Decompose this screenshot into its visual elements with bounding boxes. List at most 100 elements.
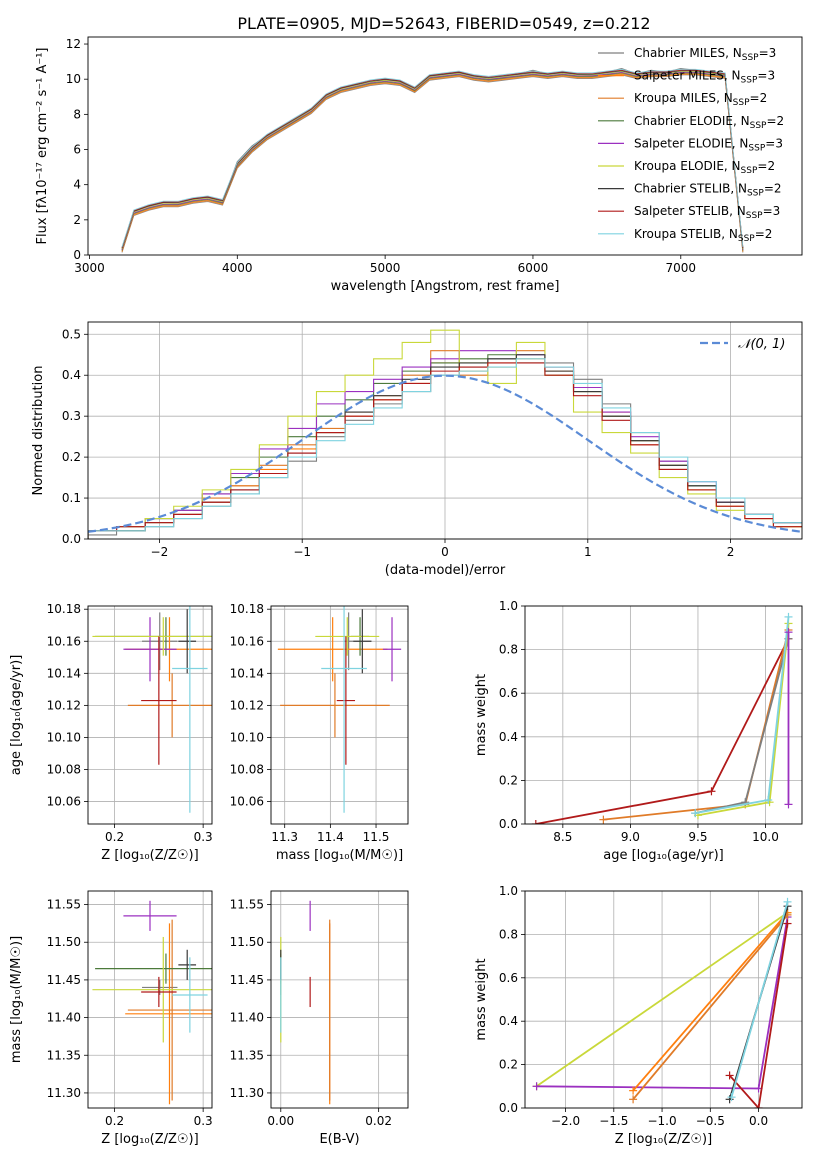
- ebv-mass-xlabel: E(B-V): [319, 1132, 359, 1147]
- spectrum-ytick-label: 0: [73, 248, 81, 262]
- age-weight-ytick-label: 1.0: [499, 599, 518, 613]
- z-weight-ytick-label: 0.8: [499, 927, 518, 941]
- age-weight-xtick-label: 10.0: [752, 830, 779, 844]
- errorbar-point: [142, 612, 178, 671]
- ebv-mass-frame: [270, 890, 409, 1109]
- age-weight-xlabel: age [log₁₀(age/yr)]: [603, 848, 724, 863]
- legend-entry-ssp: SSP: [747, 189, 764, 199]
- z-weight-panel: −2.0 −1.5 −1.0 −0.5 0.0 0.0 0.2 0.4 0.6 0.8 1.0 Z […: [474, 884, 803, 1147]
- legend-entry-nssp: 2: [777, 114, 785, 128]
- errorbar-point: [127, 673, 212, 738]
- residual-hist-ytick-label: 0.1: [62, 491, 81, 505]
- histogram-series: [88, 358, 802, 539]
- spectrum-ytick-label: 12: [66, 37, 81, 51]
- histogram-series: [88, 329, 802, 539]
- errorbar-point: [353, 609, 372, 674]
- z-age-xlabel: Z [log₁₀(Z/Z☉)]: [101, 848, 198, 863]
- weight-line: [535, 638, 790, 824]
- legend-entry-ssp: SSP: [742, 53, 759, 63]
- ebv-mass-grid: [271, 891, 408, 1108]
- legend-entry-ssp: SSP: [733, 98, 750, 108]
- residual-hist-ytick-label: 0.4: [62, 368, 81, 382]
- z-mass-ytick-label: 11.30: [47, 1086, 81, 1100]
- spectrum-xlabel: wavelength [Angstrom, rest frame]: [331, 279, 560, 294]
- z-mass-ytick-label: 11.40: [47, 1011, 81, 1025]
- legend-entry-eq: =: [759, 46, 769, 60]
- z-mass-ytick-label: 11.45: [47, 973, 81, 987]
- age-weight-panel: 8.5 9.0 9.5 10.0 0.0 0.2 0.4 0.6 0.8 1.0 age [log₁…: [474, 599, 803, 863]
- spectrum-ylabel: Flux [fλ10⁻¹⁷ erg cm⁻² s⁻¹ A⁻¹]: [35, 48, 50, 245]
- legend-entry-ssp: SSP: [750, 121, 767, 131]
- residual-hist-xtick-label: 1: [584, 545, 592, 559]
- legend-entry-nssp: 2: [774, 182, 782, 196]
- spectrum-panel: 3000 4000 5000 6000 7000 0 2 4 6 8 10 12 wavelength …: [35, 36, 803, 294]
- z-mass-frame: [87, 890, 213, 1109]
- z-mass-ytick-label: 11.35: [47, 1048, 81, 1062]
- legend-entry-eq: =: [766, 114, 776, 128]
- age-weight-xtick-label: 8.5: [553, 830, 572, 844]
- age-weight-xtick-label: 9.5: [688, 830, 707, 844]
- z-weight-xtick-label: −0.5: [696, 1114, 725, 1128]
- legend-entry: Kroupa STELIB, NSSP=2: [634, 227, 772, 244]
- spectrum-model-line: [121, 73, 744, 252]
- z-age-ytick-label: 10.06: [47, 795, 81, 809]
- legend-entry-eq: =: [750, 91, 760, 105]
- ebv-mass-ytick-label: 11.35: [230, 1048, 264, 1062]
- errorbar-point: [178, 609, 197, 674]
- residual-hist-xlabel: (data-model)/error: [385, 563, 506, 578]
- age-weight-plot-area: [531, 612, 793, 824]
- z-weight-ytick-label: 1.0: [499, 884, 518, 898]
- errorbar-point: [178, 949, 197, 980]
- ebv-mass-xtick-label: 0.02: [365, 1114, 392, 1128]
- age-weight-ytick-label: 0.6: [499, 686, 518, 700]
- z-weight-ytick-label: 0.2: [499, 1058, 518, 1072]
- spectrum-xtick-label: 5000: [370, 261, 401, 275]
- legend-entry-name: Chabrier STELIB: [634, 182, 730, 196]
- z-mass-xtick-label: 0.2: [105, 1114, 124, 1128]
- weight-line: [603, 629, 790, 821]
- mass-age-ytick-label: 10.06: [230, 795, 264, 809]
- residual-hist-xtick-label: −1: [293, 545, 311, 559]
- spectrum-model-line: [121, 69, 744, 248]
- errorbar-point: [92, 617, 212, 656]
- legend-entry: Chabrier STELIB, NSSP=2: [634, 182, 782, 199]
- legend-entry-eq: =: [763, 204, 773, 218]
- legend-entry: Chabrier MILES, NSSP=3: [634, 46, 776, 63]
- ebv-mass-ytick-label: 11.55: [230, 898, 264, 912]
- legend-entry-ssp: SSP: [738, 234, 755, 244]
- gaussian-legend-label: 𝒩(0, 1): [738, 337, 785, 352]
- legend-entry-n: , N: [716, 91, 733, 105]
- ebv-mass-panel: 0.00 0.02 11.30 11.35 11.40 11.45 11.50 11.55 E(…: [230, 890, 409, 1147]
- legend-entry-eq: =: [757, 69, 767, 83]
- spectrum-xtick-label: 7000: [666, 261, 697, 275]
- legend-entry-name: Kroupa STELIB: [634, 227, 721, 241]
- legend-entry-ssp: SSP: [748, 143, 765, 153]
- legend-entry: Salpeter STELIB, NSSP=3: [634, 204, 780, 221]
- z-mass-panel: 0.2 0.3 11.30 11.35 11.40 11.45 11.50 11.55 Z [l…: [9, 890, 213, 1147]
- z-weight-ytick-label: 0.4: [499, 1014, 518, 1028]
- errorbar-point: [123, 617, 177, 682]
- weight-line: [632, 914, 789, 1100]
- spectrum-ytick-label: 10: [66, 72, 81, 86]
- z-weight-xtick-label: −1.5: [599, 1114, 628, 1128]
- errorbar-point: [95, 953, 212, 984]
- legend-entry-name: Salpeter MILES: [634, 69, 724, 83]
- legend-entry-name: Kroupa MILES: [634, 91, 716, 105]
- z-age-plot-area: [92, 606, 212, 813]
- z-mass-xlabel: Z [log₁₀(Z/Z☉)]: [101, 1132, 198, 1147]
- weight-line: [697, 623, 790, 817]
- spectrum-model-line: [121, 71, 744, 250]
- legend-entry: Chabrier ELODIE, NSSP=2: [634, 114, 784, 131]
- residual-hist-frame: [87, 321, 803, 540]
- errorbar-point: [123, 900, 177, 931]
- z-mass-ytick-label: 11.50: [47, 935, 81, 949]
- legend-entry-n: , N: [721, 227, 738, 241]
- legend-entry-n: , N: [724, 69, 741, 83]
- legend-entry-name: Chabrier ELODIE: [634, 114, 733, 128]
- age-weight-ylabel: mass weight: [474, 674, 489, 756]
- z-weight-ytick-label: 0.0: [499, 1101, 518, 1115]
- residual-hist-ytick-label: 0.2: [62, 450, 81, 464]
- mass-age-xtick-label: 11.4: [317, 830, 344, 844]
- legend-entry-eq: =: [755, 227, 765, 241]
